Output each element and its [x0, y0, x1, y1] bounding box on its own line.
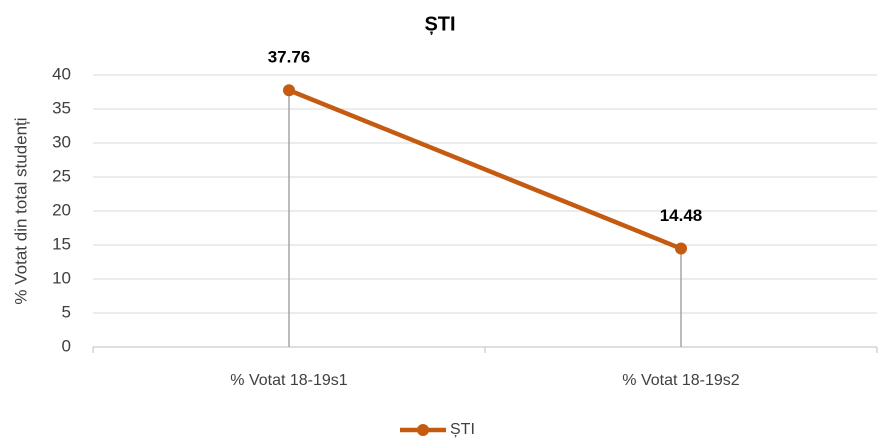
x-tick-label: % Votat 18-19s2: [622, 372, 740, 389]
data-label: 14.48: [660, 206, 703, 225]
y-tick-label: 30: [52, 132, 71, 151]
y-tick-label: 0: [62, 336, 71, 355]
data-label: 37.76: [268, 48, 311, 67]
point: [283, 84, 295, 97]
chart-title: ȘTI: [424, 13, 455, 35]
y-tick-label: 25: [52, 166, 71, 185]
y-tick-label: 10: [52, 268, 71, 287]
legend-label: ȘTI: [450, 421, 475, 438]
y-tick-label: 15: [52, 234, 71, 253]
y-tick-label: 40: [52, 64, 71, 83]
point: [675, 242, 687, 255]
y-tick-label: 20: [52, 200, 71, 219]
x-tick-label: % Votat 18-19s1: [230, 372, 348, 389]
y-tick-label: 5: [62, 302, 71, 321]
legend-marker: [417, 424, 429, 436]
y-tick-label: 35: [52, 98, 71, 117]
series-line: [286, 87, 684, 251]
y-axis-label: % Votat din total studenți: [11, 117, 30, 304]
